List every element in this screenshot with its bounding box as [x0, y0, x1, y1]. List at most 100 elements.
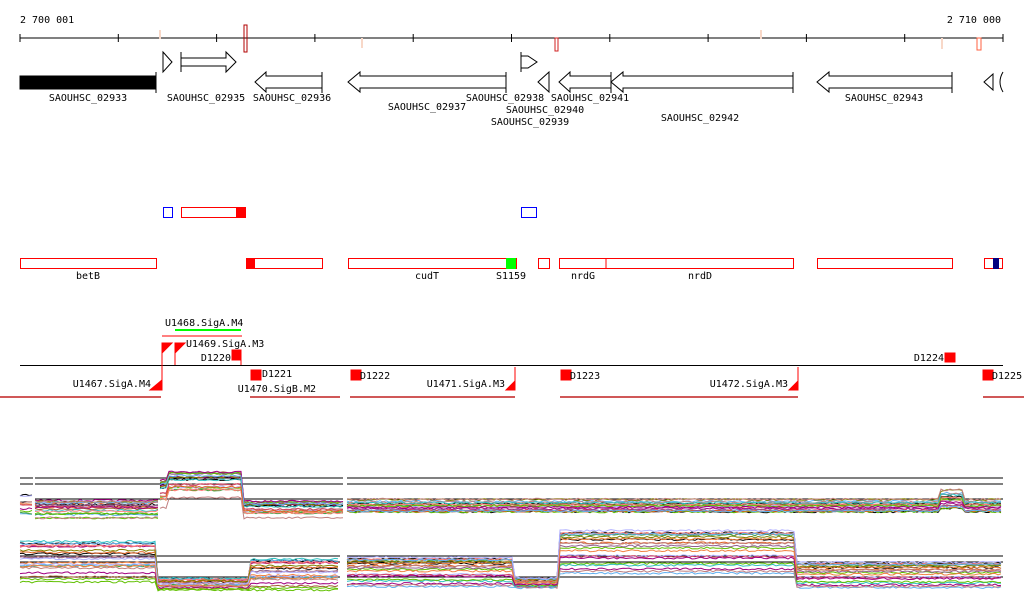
box-track	[163, 207, 537, 218]
terminator-label[interactable]: D1220	[201, 353, 231, 364]
blue-box[interactable]	[163, 207, 173, 218]
expression-trace	[159, 496, 344, 520]
svg-text:SAOUHSC_02937: SAOUHSC_02937	[388, 102, 466, 113]
expression-trace	[34, 500, 159, 504]
promoter-label[interactable]: U1469.SigA.M3	[186, 339, 264, 350]
expression-trace	[346, 549, 1002, 585]
promoter-label[interactable]: U1472.SigA.M3	[710, 379, 788, 390]
expression-trace	[159, 478, 344, 508]
expression-trace	[20, 513, 32, 515]
expression-trace	[346, 569, 1002, 590]
expression-trace	[159, 471, 344, 504]
gene-SAOUHSC_02937[interactable]: SAOUHSC_02937	[347, 70, 507, 113]
expression-trace	[34, 509, 159, 513]
expression-trace	[346, 493, 1002, 505]
promoter-label[interactable]: U1468.SigA.M4	[165, 318, 243, 329]
promoter-label[interactable]: U1470.SigB.M2	[238, 384, 316, 395]
expression-trace	[159, 485, 344, 513]
expression-trace	[19, 542, 339, 581]
terminator-label[interactable]: D1224	[914, 353, 944, 364]
promoter-label[interactable]: U1467.SigA.M4	[73, 379, 151, 390]
gene-SAOUHSC_02936[interactable]: SAOUHSC_02936	[253, 70, 331, 104]
expression-trace	[346, 544, 1002, 584]
ruler-end-label: 2 710 000	[947, 15, 1001, 26]
expression-trace	[346, 505, 1002, 513]
small-gene-arrow[interactable]	[162, 50, 173, 74]
expression-trace	[34, 507, 159, 511]
gene-SAOUHSC_02942[interactable]: SAOUHSC_02942	[610, 70, 794, 124]
expression-trace	[19, 580, 338, 592]
svg-text:SAOUHSC_02942: SAOUHSC_02942	[661, 113, 739, 124]
svg-text:SAOUHSC_02941: SAOUHSC_02941	[551, 93, 629, 104]
small-gene-arrow[interactable]	[999, 71, 1004, 93]
feature-cudT[interactable]	[348, 258, 517, 269]
terminator-label[interactable]: D1225	[992, 371, 1022, 382]
expression-trace	[34, 501, 159, 505]
gene-SAOUHSC_02933[interactable]: SAOUHSC_02933	[19, 72, 157, 104]
expression-trace	[19, 504, 33, 506]
ruler-start-label: 2 700 001	[20, 15, 74, 26]
expression-trace	[19, 502, 33, 505]
expression-trace	[346, 537, 1002, 582]
gene-SAOUHSC_02935[interactable]: SAOUHSC_02935	[167, 50, 245, 104]
feature-betB[interactable]	[20, 258, 157, 269]
expression-trace	[34, 516, 159, 520]
expression-trace	[346, 556, 1002, 586]
gene-SAOUHSC_02943[interactable]: SAOUHSC_02943	[816, 70, 953, 104]
promoter-label[interactable]: U1471.SigA.M3	[427, 379, 505, 390]
blue-box[interactable]	[521, 207, 537, 218]
red-box[interactable]	[181, 207, 246, 218]
expression-trace	[19, 563, 339, 587]
svg-text:SAOUHSC_02939: SAOUHSC_02939	[491, 117, 569, 128]
gene-SAOUHSC_02938[interactable]: SAOUHSC_02938	[466, 93, 544, 104]
gene-track: SAOUHSC_02933 SAOUHSC_02935 SAOUHSC_0293…	[19, 50, 1004, 128]
expression-trace	[159, 482, 344, 511]
regulatory-track: U1467.SigA.M4 U1468.SigA.M4 U1469.SigA.M…	[0, 318, 1024, 398]
expression-trace	[34, 503, 159, 507]
expression-trace	[346, 535, 1002, 582]
feature-nrdG-nrdD[interactable]	[559, 258, 794, 269]
feature-box[interactable]	[246, 258, 323, 269]
small-gene-arrow[interactable]	[983, 72, 994, 92]
expression-trace	[346, 567, 1002, 589]
gene-SAOUHSC_02940[interactable]: SAOUHSC_02940	[506, 70, 584, 116]
feature-label: nrdG	[571, 271, 595, 282]
expression-trace	[19, 511, 33, 515]
feature-box[interactable]	[817, 258, 953, 269]
expression-trace	[346, 561, 1002, 587]
expression-trace	[346, 541, 1002, 583]
expression-trace	[19, 509, 33, 513]
expression-trace	[34, 506, 159, 510]
svg-text:SAOUHSC_02933: SAOUHSC_02933	[49, 93, 127, 104]
expression-trace	[346, 571, 1002, 590]
terminator-label[interactable]: D1222	[360, 371, 390, 382]
marker	[760, 30, 762, 39]
marker	[554, 37, 559, 52]
feature-label: S1159	[496, 271, 526, 282]
terminator-label[interactable]: D1221	[262, 369, 292, 380]
expression-panels	[19, 470, 1003, 592]
expression-trace	[19, 564, 339, 587]
marker	[159, 30, 161, 39]
expression-trace	[19, 561, 339, 587]
expression-trace	[346, 532, 1002, 581]
terminator-label[interactable]: D1223	[570, 371, 600, 382]
expression-trace	[346, 491, 1002, 503]
feature-box[interactable]	[538, 258, 550, 269]
feature-S1159[interactable]	[506, 258, 516, 269]
feature-label: betB	[76, 271, 100, 282]
expression-trace	[159, 470, 344, 503]
marker	[361, 38, 363, 48]
expression-trace	[159, 488, 344, 515]
gene-SAOUHSC_02939[interactable]: SAOUHSC_02939	[491, 52, 569, 128]
expression-trace	[19, 557, 339, 585]
svg-text:SAOUHSC_02935: SAOUHSC_02935	[167, 93, 245, 104]
expression-trace	[347, 500, 1002, 509]
expression-trace	[19, 539, 339, 580]
expression-trace	[34, 508, 159, 512]
expression-trace	[19, 507, 33, 511]
expression-trace	[19, 571, 339, 589]
feature-label: cudT	[415, 271, 439, 282]
expression-trace	[19, 495, 33, 497]
